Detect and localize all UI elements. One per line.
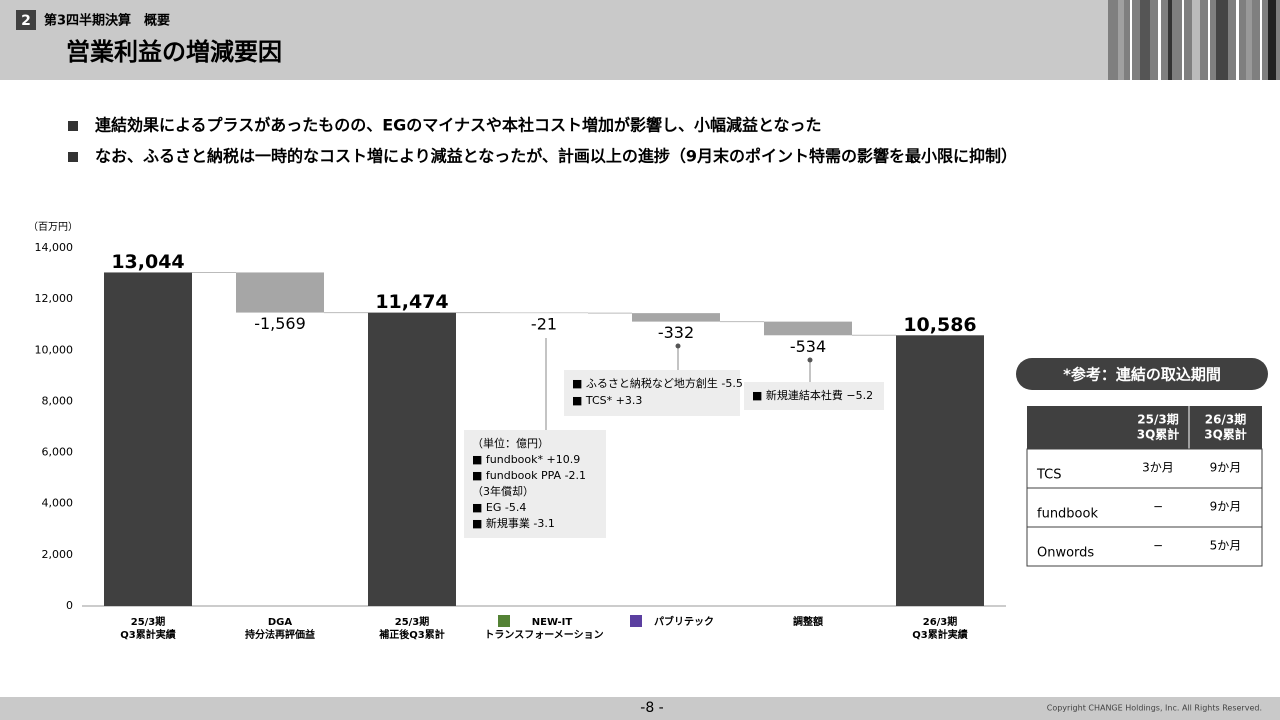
- table-cell: −: [1153, 539, 1163, 553]
- y-tick-label: 0: [66, 599, 73, 612]
- page-title: 営業利益の増減要因: [66, 38, 282, 66]
- callout-text: ■ fundbook PPA -2.1: [472, 469, 586, 482]
- value-label: 11,474: [375, 291, 448, 313]
- x-tick-label: 持分法再評価益: [245, 628, 315, 641]
- callout-box: [464, 430, 606, 538]
- value-label: 10,586: [903, 314, 976, 336]
- page-number: -8 -: [640, 700, 663, 716]
- header-band: [0, 0, 1280, 80]
- section-number: 2: [21, 13, 31, 29]
- bar: [104, 272, 192, 606]
- footer-band: [0, 697, 1280, 720]
- table-header: [1027, 406, 1262, 449]
- table-header-cell: 26/3期: [1205, 412, 1246, 427]
- x-tick-label: Q3累計実績: [912, 628, 967, 641]
- section-badge: [16, 10, 36, 30]
- x-tick-label: DGA: [268, 617, 293, 628]
- value-label: -21: [531, 315, 557, 334]
- reference-pill: [1016, 358, 1268, 390]
- value-label: -1,569: [254, 314, 306, 333]
- table-cell: Onwords: [1037, 546, 1094, 561]
- table-header-cell: 3Q累計: [1204, 427, 1247, 442]
- y-tick-label: 8,000: [42, 394, 74, 407]
- callout-text: ■ 新規事業 -3.1: [472, 516, 555, 530]
- table-cell: 9か月: [1210, 500, 1242, 514]
- bar: [368, 312, 456, 606]
- x-tick-label: 25/3期: [131, 615, 166, 628]
- callout-text: ■ ふるさと納税など地方創生 -5.5: [572, 376, 743, 390]
- table-cell: TCS: [1036, 468, 1062, 483]
- table-cell: 3か月: [1142, 461, 1174, 475]
- bar: [500, 312, 588, 314]
- bullet-text: 連結効果によるプラスがあったものの、EGのマイナスや本社コスト増加が影響し、小幅…: [95, 116, 821, 135]
- barcode: [1108, 0, 1280, 80]
- x-tick-label: Q3累計実績: [120, 628, 175, 641]
- category-icon: [498, 615, 510, 627]
- table-header-cell: 3Q累計: [1137, 427, 1180, 442]
- y-tick-label: 12,000: [35, 292, 74, 305]
- table-row: [1026, 526, 1263, 567]
- callout-dot: [675, 343, 681, 349]
- table-header-cell: 25/3期: [1137, 412, 1178, 427]
- value-label: 13,044: [111, 251, 184, 273]
- y-tick-label: 10,000: [35, 343, 74, 356]
- x-tick-label: 調整額: [793, 615, 823, 628]
- y-axis-label: （百万円）: [28, 221, 78, 233]
- bullet-square: [68, 152, 78, 162]
- x-tick-label: 25/3期: [395, 615, 430, 628]
- callout-text: ■ 新規連結本社費 −5.2: [752, 388, 873, 402]
- table-cell: fundbook: [1037, 507, 1098, 522]
- callout-text: （3年償却）: [472, 484, 534, 498]
- value-label: -534: [790, 337, 826, 356]
- callout-text: （単位：億円）: [472, 436, 549, 450]
- y-tick-label: 4,000: [42, 497, 74, 510]
- category-icon: [630, 615, 642, 627]
- bullet-square: [68, 121, 78, 131]
- callout-text: ■ fundbook* +10.9: [472, 453, 580, 466]
- table-cell: −: [1153, 500, 1163, 514]
- x-tick-label: NEW-IT: [532, 617, 573, 628]
- table-cell: 5か月: [1210, 539, 1242, 553]
- copyright: Copyright CHANGE Holdings, Inc. All Righ…: [1047, 704, 1262, 713]
- value-label: -332: [658, 323, 694, 342]
- section-title: 第3四半期決算 概要: [44, 13, 170, 29]
- bullet-text: なお、ふるさと納税は一時的なコスト増により減益となったが、計画以上の進捗（9月末…: [95, 147, 1017, 166]
- bar: [896, 335, 984, 606]
- callout-dot: [807, 357, 813, 363]
- callout-text: ■ TCS* +3.3: [572, 394, 642, 407]
- x-tick-label: 補正後Q3累計: [378, 628, 444, 641]
- reference-title: *参考：連結の取込期間: [1063, 366, 1221, 384]
- callout-box: [744, 382, 884, 410]
- callout-box: [564, 370, 740, 416]
- bar: [632, 313, 720, 322]
- bar: [236, 272, 324, 313]
- y-tick-label: 6,000: [42, 446, 74, 459]
- y-tick-label: 2,000: [42, 548, 74, 561]
- y-tick-label: 14,000: [35, 241, 74, 254]
- x-tick-label: トランスフォーメーション: [484, 629, 603, 641]
- bar: [764, 321, 852, 336]
- callout-text: ■ EG -5.4: [472, 501, 526, 514]
- table-cell: 9か月: [1210, 461, 1242, 475]
- x-tick-label: 26/3期: [923, 615, 958, 628]
- x-tick-label: パブリテック: [654, 615, 714, 628]
